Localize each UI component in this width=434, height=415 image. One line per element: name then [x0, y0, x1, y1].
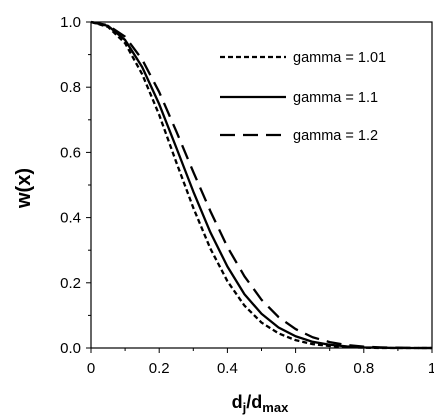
y-axis-title: w(x) — [13, 168, 35, 209]
y-tick-label: 0.2 — [60, 275, 81, 292]
x-axis-title-slash: /d — [246, 392, 262, 412]
legend-label-0: gamma = 1.01 — [293, 50, 386, 66]
x-axis-title-sub1: j — [242, 400, 247, 415]
y-tick-label: 0.6 — [60, 144, 81, 161]
x-tick-label: 0.6 — [285, 360, 306, 377]
x-axis-title-sub2: max — [262, 400, 289, 415]
legend-label-1: gamma = 1.1 — [293, 90, 378, 106]
legend-label-2: gamma = 1.2 — [293, 128, 378, 144]
x-axis-title-base: d — [232, 392, 243, 412]
x-axis-title: dj/dmax — [232, 392, 289, 415]
y-tick-label: 0.8 — [60, 79, 81, 96]
y-tick-label: 0.4 — [60, 210, 81, 227]
x-tick-label: 0 — [87, 360, 95, 377]
x-tick-label: 1 — [428, 360, 434, 377]
x-tick-label: 0.2 — [149, 360, 170, 377]
y-tick-label: 0.0 — [60, 340, 81, 357]
series-line-2 — [90, 20, 432, 350]
y-tick-label: 1.0 — [60, 14, 81, 31]
x-tick-label: 0.4 — [217, 360, 238, 377]
x-tick-label: 0.8 — [353, 360, 374, 377]
